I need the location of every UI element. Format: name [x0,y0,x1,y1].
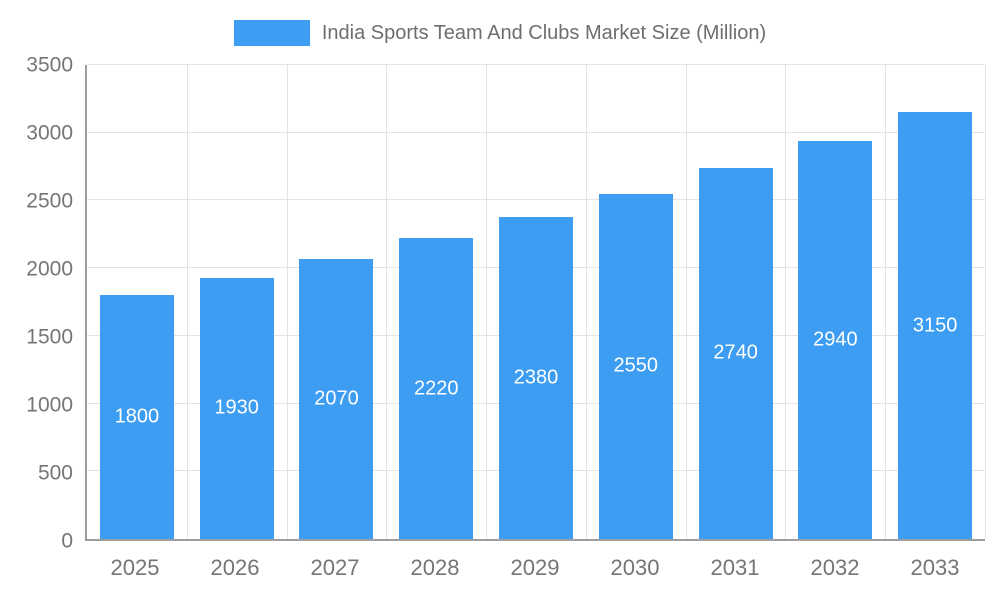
bar-slot: 2550 [586,65,686,539]
bar-2028: 2220 [399,238,474,539]
chart-title: India Sports Team And Clubs Market Size … [321,21,767,44]
bar-slot: 2740 [686,65,786,539]
x-tick-label: 2025 [110,555,160,580]
gridline-vertical [286,65,288,539]
x-tick-label: 2027 [310,555,360,580]
gridline-vertical [585,65,587,539]
chart-legend[interactable]: India Sports Team And Clubs Market Size … [0,0,1000,46]
bar-value-label: 2070 [314,387,359,410]
bar-value-label: 2380 [513,366,559,389]
bar-slot: 2220 [386,65,486,539]
gridline-horizontal [87,199,985,201]
bar-value-label: 1930 [214,396,259,419]
bar-2027: 2070 [299,258,374,539]
bar-slot: 3150 [885,65,985,539]
bar-slot: 1800 [87,65,187,539]
bar-value-label: 2740 [713,341,758,364]
gridline-vertical [985,65,986,539]
x-tick-label: 2032 [810,555,860,580]
gridline-vertical [685,65,687,539]
bar-2031: 2740 [698,167,773,539]
y-tick-label: 2000 [26,257,73,281]
y-tick-label: 500 [37,461,73,485]
bar-value-label: 1800 [114,405,160,428]
bar-value-label: 2940 [813,328,858,351]
bar-2030: 2550 [598,193,673,539]
gridline-vertical [186,65,188,539]
y-tick-label: 3500 [26,53,73,77]
x-tick-label: 2029 [510,555,560,580]
chart-plot-area: 0 500 1000 1500 2000 2500 3000 3500 1800 1930 207… [26,55,986,552]
legend-swatch-icon [233,20,310,46]
bars-layer: 1800 1930 2070 2220 2380 2550 2740 2940 3150 [87,65,985,539]
bar-slot: 1930 [187,65,287,539]
bar-2033: 3150 [898,112,973,539]
x-tick-label: 2028 [410,555,460,580]
bar-value-label: 3150 [912,314,958,337]
bar-2029: 2380 [499,216,574,539]
gridline-vertical [486,65,488,539]
gridline-vertical [885,65,887,539]
y-axis: 0 500 1000 1500 2000 2500 3000 3500 [1,55,73,552]
x-tick-label: 2031 [710,555,760,580]
bar-slot: 2070 [287,65,387,539]
x-tick-label: 2026 [210,555,260,580]
y-tick-label: 1500 [26,325,73,349]
bar-slot: 2380 [486,65,586,539]
x-axis: 2025 2026 2027 2028 2029 2030 2031 2032 2033 [85,555,985,581]
y-tick-label: 0 [61,529,73,553]
plot-grid: 1800 1930 2070 2220 2380 2550 2740 2940 3150 [85,64,986,541]
y-tick-label: 1000 [26,393,73,417]
bar-2026: 1930 [199,277,274,539]
y-tick-label: 2500 [26,189,73,213]
x-tick-label: 2033 [910,555,960,580]
x-tick-label: 2030 [610,555,660,580]
gridline-horizontal [87,131,985,133]
gridline-vertical [785,65,787,539]
gridline-horizontal [87,64,985,65]
gridline-vertical [386,65,388,539]
bar-slot: 2940 [785,65,885,539]
bar-value-label: 2550 [613,354,659,377]
y-tick-label: 3000 [26,121,73,145]
bar-2032: 2940 [798,140,873,539]
bar-2025: 1800 [99,295,174,539]
bar-value-label: 2220 [413,377,459,400]
